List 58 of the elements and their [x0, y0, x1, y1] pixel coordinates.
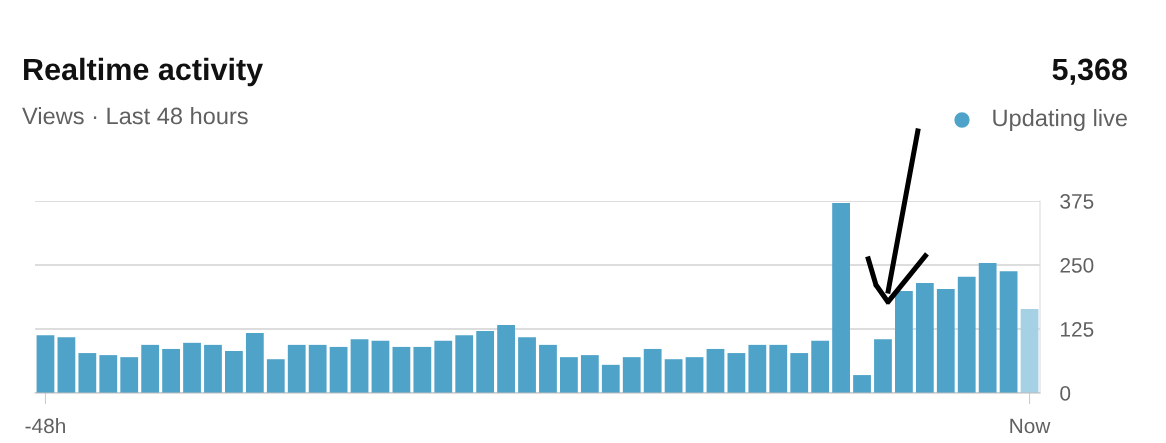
- bar: [915, 282, 934, 393]
- text: Updating live: [993, 109, 1127, 132]
- y-tick-label: 125: [1061, 322, 1094, 337]
- bar: [832, 203, 850, 393]
- bar: [1020, 309, 1039, 393]
- bar: [434, 340, 453, 393]
- bar: [78, 353, 97, 393]
- bar: [141, 344, 160, 393]
- bar: [957, 276, 976, 393]
- bar: [853, 375, 871, 393]
- bar: [350, 339, 369, 393]
- bar: [518, 337, 536, 393]
- bar: [790, 353, 809, 393]
- bar: [162, 348, 180, 393]
- bar: [413, 346, 432, 393]
- bar: [560, 357, 578, 393]
- bar: [245, 333, 264, 393]
- bar: [308, 344, 327, 393]
- bar: [706, 348, 725, 393]
- bar: [266, 359, 285, 393]
- x-tick-label: Now: [1010, 418, 1051, 434]
- bar: [204, 344, 222, 393]
- chart-title: Realtime activity: [24, 57, 263, 87]
- bar: [183, 342, 201, 393]
- bar: [978, 262, 997, 393]
- bar: [769, 344, 788, 393]
- bar: [120, 357, 139, 393]
- bar: [936, 289, 955, 393]
- bar: [287, 344, 306, 393]
- text: 5,368: [1052, 58, 1128, 85]
- bar: [727, 353, 746, 393]
- y-tick-label: 250: [1060, 258, 1094, 273]
- bar: [895, 291, 913, 393]
- bar: [601, 364, 620, 393]
- bar: [622, 357, 641, 393]
- x-tick-label: -48h: [25, 418, 65, 434]
- y-tick-label: 0: [1060, 386, 1071, 401]
- bar: [329, 346, 348, 393]
- bar: [685, 357, 704, 393]
- y-tick-label: 375: [1060, 194, 1094, 209]
- bar: [811, 340, 830, 393]
- bar: [371, 340, 390, 393]
- chart-subtitle: Views · Last 48 hours: [22, 107, 248, 125]
- bar: [455, 335, 474, 393]
- bar: [392, 346, 411, 393]
- bar: [999, 271, 1018, 393]
- bar: [476, 331, 495, 393]
- bar: [748, 344, 767, 393]
- bar: [643, 348, 662, 393]
- bar: [225, 351, 243, 393]
- bar: [99, 355, 118, 393]
- bar: [539, 344, 557, 393]
- bar: [874, 339, 892, 393]
- bar: [580, 355, 599, 393]
- bar: [664, 359, 683, 393]
- bar: [57, 337, 76, 393]
- bar: [497, 324, 515, 393]
- bar: [36, 335, 55, 393]
